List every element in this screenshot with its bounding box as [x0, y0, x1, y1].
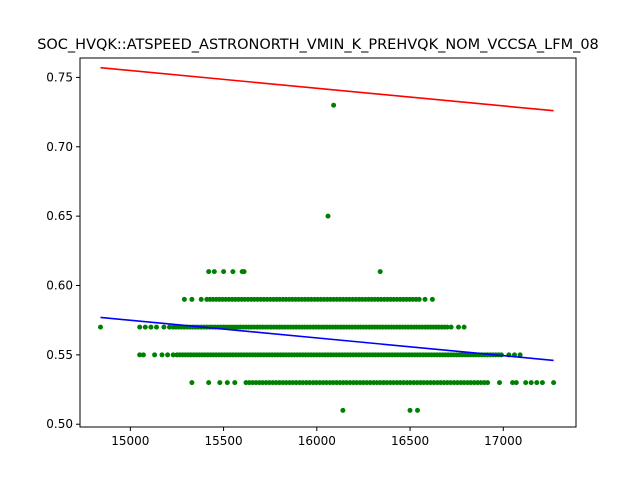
data-point: [407, 407, 413, 413]
data-point: [181, 296, 187, 302]
data-point: [154, 324, 159, 330]
data-point: [167, 324, 172, 330]
data-point: [325, 213, 331, 219]
y-tick-label: 0.55: [46, 348, 73, 362]
data-point: [170, 352, 176, 358]
data-point: [340, 407, 346, 413]
data-point: [198, 296, 204, 302]
data-point: [528, 380, 534, 386]
x-tick-label: 15000: [111, 434, 149, 448]
data-point: [461, 324, 467, 330]
data-point: [189, 296, 195, 302]
data-point: [140, 352, 146, 358]
data-point: [189, 380, 195, 386]
data-point: [137, 352, 143, 358]
y-tick-label: 0.65: [46, 209, 73, 223]
points-layer: [98, 102, 557, 413]
y-tick-label: 0.50: [46, 417, 73, 431]
data-point: [377, 269, 383, 275]
data-point: [429, 296, 435, 302]
y-tick-label: 0.70: [46, 140, 73, 154]
blue-trend-line: [100, 316, 554, 362]
data-point: [415, 407, 420, 413]
data-point: [510, 380, 516, 386]
data-point: [444, 324, 450, 330]
data-point: [539, 380, 545, 386]
data-point: [98, 324, 103, 330]
data-point: [241, 269, 247, 275]
axes-layer: 15000 15500 16000 16500 17000 0.50 0.55 0.60 0.6…: [46, 70, 522, 448]
data-point: [534, 380, 540, 386]
data-point: [485, 380, 491, 386]
data-point: [152, 352, 158, 358]
chart-title: SOC_HVQK::ATSPEED_ASTRONORTH_VMIN_K_PREH…: [37, 37, 599, 53]
data-point: [230, 269, 236, 275]
data-point: [513, 380, 519, 386]
x-tick-label: 16500: [391, 434, 429, 448]
y-tick-label: 0.75: [46, 70, 73, 84]
data-point: [148, 324, 154, 330]
data-point: [221, 269, 227, 275]
plot-frame: [79, 57, 577, 428]
data-point: [206, 269, 212, 275]
data-point: [416, 296, 422, 302]
data-point: [497, 380, 502, 386]
red-trend-line: [100, 66, 554, 112]
data-point: [159, 352, 165, 358]
data-point: [422, 296, 428, 302]
data-point: [448, 324, 454, 330]
data-point: [165, 352, 171, 358]
y-tick-label: 0.60: [46, 279, 73, 293]
data-point: [217, 380, 223, 386]
data-point: [142, 324, 148, 330]
data-point: [523, 380, 529, 386]
data-point: [206, 380, 212, 386]
data-point: [211, 269, 217, 275]
data-point: [551, 380, 557, 386]
data-point: [456, 324, 461, 330]
data-point: [224, 380, 230, 386]
x-tick-label: 15500: [204, 434, 242, 448]
data-point: [137, 324, 143, 330]
data-point: [161, 324, 167, 330]
data-point: [232, 380, 238, 386]
x-tick-label: 17000: [484, 434, 522, 448]
trend-lines-layer: [100, 66, 554, 362]
data-point: [331, 102, 337, 108]
data-point: [517, 352, 523, 358]
x-tick-label: 16000: [298, 434, 336, 448]
